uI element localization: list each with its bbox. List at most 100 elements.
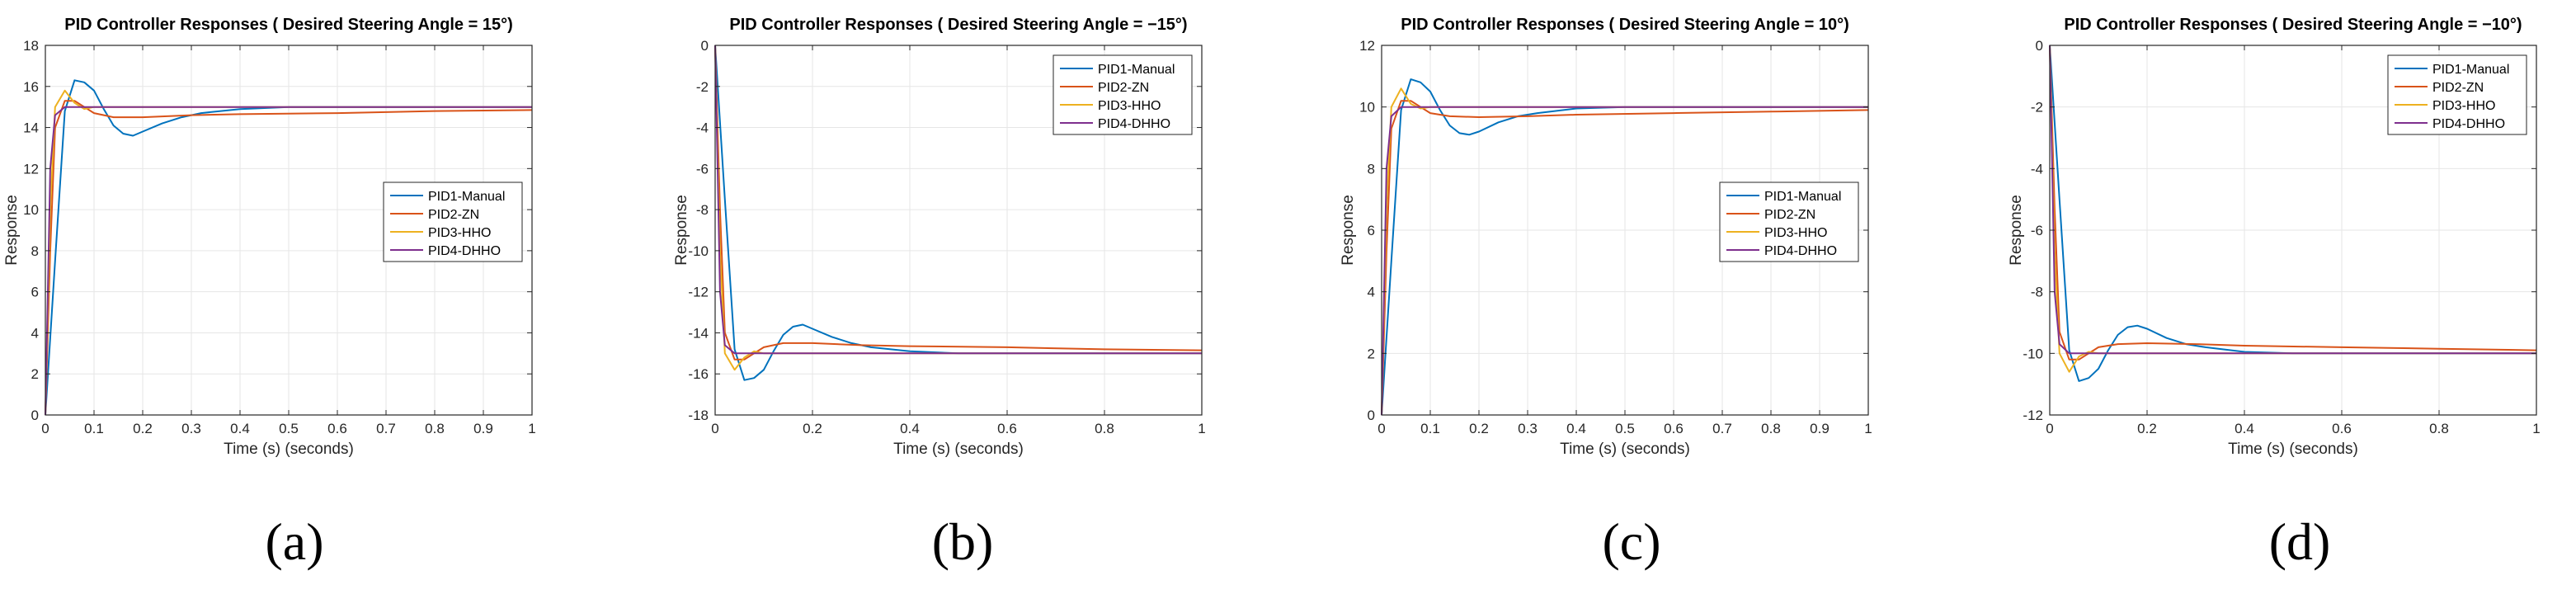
x-tick-label: 0.4	[230, 421, 250, 436]
chart-title: PID Controller Responses ( Desired Steer…	[64, 16, 513, 34]
y-tick-label: 4	[31, 325, 39, 341]
y-tick-label: -16	[688, 366, 709, 382]
y-tick-label: 2	[31, 366, 39, 382]
x-tick-label: 0.6	[997, 421, 1017, 436]
panel-label-c: (c)	[1602, 512, 1661, 571]
y-tick-label: 12	[1359, 38, 1375, 54]
y-tick-label: -12	[688, 285, 709, 300]
y-tick-label: -10	[688, 243, 709, 259]
x-tick-label: 1	[528, 421, 535, 436]
x-axis-label: Time (s) (seconds)	[1560, 441, 1690, 458]
chart-title: PID Controller Responses ( Desired Steer…	[2064, 16, 2522, 34]
y-tick-label: -8	[696, 202, 709, 218]
panel-label-d: (d)	[2268, 512, 2331, 571]
legend-label: PID1-Manual	[428, 190, 505, 204]
x-tick-label: 0.8	[425, 421, 445, 436]
legend: PID1-Manual PID2-ZN PID3-HHO PID4-DHHO	[2387, 54, 2527, 135]
y-tick-label: -10	[2023, 346, 2043, 361]
x-tick-label: 0.6	[1664, 421, 1684, 436]
x-tick-label: 0.1	[84, 421, 104, 436]
legend-label: PID1-Manual	[1098, 63, 1175, 77]
y-axis-label: Response	[3, 195, 21, 266]
x-tick-label: 0.7	[376, 421, 396, 436]
x-tick-label: 1	[2532, 421, 2540, 436]
x-tick-label: 0.5	[279, 421, 299, 436]
legend-label: PID2-ZN	[1764, 208, 1815, 222]
legend-label: PID2-ZN	[1098, 81, 1149, 95]
chart-title: PID Controller Responses ( Desired Steer…	[1401, 16, 1849, 34]
y-tick-label: 2	[1368, 346, 1375, 361]
chart-b-svg: 0 0.2 0.4 0.6 0.8 1 -18 -16 -14 -12 -10 -8 -6 -4 -2 0 PI…	[673, 16, 1206, 458]
legend-label: PID2-ZN	[2432, 81, 2484, 95]
series-line-pid2	[1381, 100, 1869, 416]
y-tick-label: 12	[23, 161, 39, 177]
legend-label: PID4-DHHO	[428, 244, 501, 258]
y-tick-label: -4	[2031, 161, 2043, 177]
y-tick-label: 6	[1368, 223, 1375, 238]
x-tick-label: 0.4	[1566, 421, 1586, 436]
y-tick-label: 0	[701, 38, 709, 54]
y-tick-label: 4	[1368, 285, 1375, 300]
legend-label: PID4-DHHO	[1098, 117, 1170, 131]
x-tick-label: 0.2	[133, 421, 153, 436]
y-tick-label: 8	[1368, 161, 1375, 177]
legend-label: PID3-HHO	[1764, 226, 1827, 240]
legend-label: PID3-HHO	[2432, 99, 2495, 113]
y-axis-label: Response	[1340, 195, 1357, 266]
x-tick-label: 1	[1864, 421, 1872, 436]
legend-label: PID3-HHO	[1098, 99, 1161, 113]
y-tick-label: -18	[688, 408, 709, 423]
y-tick-label: -6	[2031, 223, 2043, 238]
x-tick-label: 0.2	[803, 421, 822, 436]
x-tick-label: 1	[1198, 421, 1205, 436]
x-tick-label: 0	[2046, 421, 2053, 436]
panel-label-b: (b)	[931, 512, 994, 571]
chart-a-svg: 0 0.1 0.2 0.3 0.4 0.5 0.6 0.7 0.8 0.9 102468101214…	[3, 16, 536, 458]
x-tick-label: 0.3	[181, 421, 201, 436]
legend-label: PID1-Manual	[1764, 190, 1841, 204]
legend-label: PID4-DHHO	[2432, 117, 2505, 131]
x-tick-label: 0.5	[1615, 421, 1635, 436]
y-tick-label: -8	[2031, 285, 2043, 300]
x-tick-label: 0	[1377, 421, 1385, 436]
legend-label: PID1-Manual	[2432, 63, 2509, 77]
series-line-pid2	[45, 100, 533, 416]
x-tick-label: 0.4	[2235, 421, 2254, 436]
x-tick-label: 0.6	[327, 421, 347, 436]
x-tick-label: 0	[41, 421, 49, 436]
y-tick-label: 0	[1368, 408, 1375, 423]
y-tick-label: -2	[696, 79, 709, 95]
x-tick-label: 0.6	[2332, 421, 2352, 436]
y-tick-label: 8	[31, 243, 39, 259]
series-line-pid4	[714, 45, 1202, 355]
x-tick-label: 0.2	[2137, 421, 2157, 436]
x-tick-label: 0.8	[2429, 421, 2449, 436]
y-tick-label: -12	[2023, 408, 2043, 423]
legend: PID1-Manual PID2-ZN PID3-HHO PID4-DHHO	[1053, 54, 1193, 135]
series-line-pid2	[2049, 45, 2537, 361]
x-tick-label: 0.9	[1810, 421, 1830, 436]
x-tick-label: 0.3	[1518, 421, 1538, 436]
legend: PID1-Manual PID2-ZN PID3-HHO PID4-DHHO	[383, 182, 523, 262]
x-tick-label: 0.9	[473, 421, 493, 436]
series-line-pid4	[45, 106, 532, 416]
legend-label: PID4-DHHO	[1764, 244, 1837, 258]
chart-title: PID Controller Responses ( Desired Steer…	[729, 16, 1187, 34]
x-tick-label: 0.1	[1420, 421, 1440, 436]
y-tick-label: -2	[2031, 100, 2043, 116]
x-axis-label: Time (s) (seconds)	[893, 441, 1024, 458]
x-axis-label: Time (s) (seconds)	[224, 441, 354, 458]
series-line-pid2	[714, 45, 1203, 361]
legend-label: PID2-ZN	[428, 208, 479, 222]
y-axis-label: Response	[2008, 195, 2025, 266]
x-tick-label: 0	[711, 421, 718, 436]
y-tick-label: 14	[23, 120, 39, 136]
x-tick-label: 0.4	[900, 421, 920, 436]
x-tick-label: 0.8	[1095, 421, 1114, 436]
chart-panel-c: 0 0.1 0.2 0.3 0.4 0.5 0.6 0.7 0.8 0.9 1 0 2 4 6 8 10 12 PI…	[1336, 0, 1980, 594]
y-tick-label: 16	[23, 79, 39, 95]
legend: PID1-Manual PID2-ZN PID3-HHO PID4-DHHO	[1719, 182, 1859, 262]
chart-panel-b: 0 0.2 0.4 0.6 0.8 1 -18 -16 -14 -12 -10 -8 -6 -4 -2 0 PI…	[670, 0, 1313, 594]
y-tick-label: -4	[696, 120, 709, 136]
